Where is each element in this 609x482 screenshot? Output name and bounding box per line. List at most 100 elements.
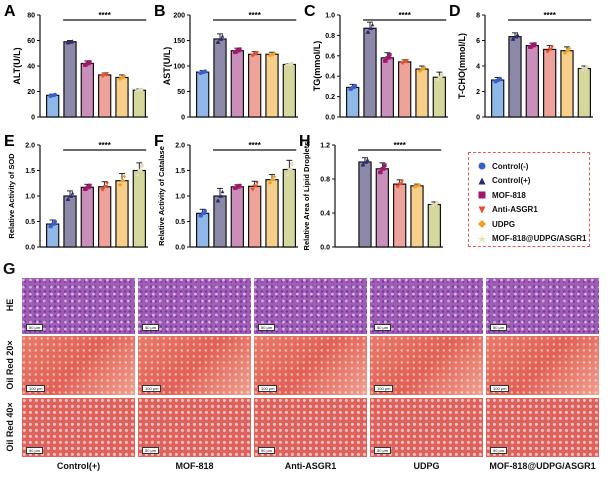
- panel-letter: H: [299, 133, 311, 150]
- data-points: [250, 50, 259, 58]
- row-label: Oil Red 40×: [5, 401, 15, 452]
- data-points: [65, 39, 75, 45]
- data-points: [250, 181, 259, 192]
- square-marker-icon: [477, 190, 487, 200]
- y-axis-label: TG(mmol/L): [312, 41, 322, 92]
- data-points: [65, 191, 75, 201]
- data-point: [216, 198, 221, 203]
- data-point: [255, 181, 259, 186]
- bar: [560, 50, 574, 118]
- data-point: [286, 63, 290, 67]
- column-label: Control(+): [56, 461, 101, 471]
- legend-item: Control(-): [477, 159, 589, 174]
- y-tick-label: 0.6: [325, 53, 335, 60]
- y-tick-label: 1.2: [320, 143, 330, 150]
- data-point: [202, 211, 206, 216]
- chart-e: E 0.0 0.5 1.0 1.5 2.0 Relative Activity of SOD…: [4, 133, 148, 252]
- data-point: [101, 74, 105, 78]
- data-points: [493, 76, 502, 84]
- column-label: UDPG: [413, 461, 440, 471]
- histology-image: 100 μm: [370, 336, 483, 395]
- legend-label: Control(-): [492, 161, 529, 171]
- data-point: [139, 88, 143, 92]
- data-point: [289, 167, 293, 172]
- data-points: [215, 34, 225, 44]
- scale-bar: 100 μm: [258, 385, 278, 392]
- data-points: [435, 72, 444, 83]
- y-tick-label: 0.0: [175, 245, 185, 252]
- data-points: [198, 69, 207, 75]
- data-point: [140, 164, 144, 168]
- data-point: [136, 89, 140, 93]
- row-label: Oil Red 20×: [5, 339, 15, 390]
- scale-bar: 50 μm: [258, 324, 276, 331]
- data-point: [404, 60, 408, 64]
- legend-item: UDPG: [477, 217, 589, 232]
- y-tick-label: 0.0: [25, 245, 35, 252]
- data-point: [104, 73, 108, 77]
- data-point: [549, 47, 553, 52]
- data-point: [234, 186, 238, 190]
- y-tick-label: 0.2: [325, 94, 335, 101]
- significance-label: ****: [248, 11, 261, 20]
- y-axis-label: ALT(U/L): [12, 47, 22, 84]
- y-tick-label: 0.5: [25, 219, 35, 226]
- data-points: [383, 52, 392, 63]
- column-label: MOF-818: [175, 461, 214, 471]
- data-point: [272, 174, 277, 179]
- data-points: [135, 164, 144, 177]
- bar: [132, 89, 146, 118]
- data-point: [584, 66, 588, 71]
- data-points: [528, 42, 537, 49]
- y-tick-label: 200: [173, 13, 185, 20]
- y-tick-label: 60: [27, 38, 35, 45]
- y-tick-label: 0.0: [320, 245, 330, 252]
- scale-bar: 100 μm: [142, 385, 162, 392]
- data-points: [100, 181, 109, 192]
- data-point: [379, 170, 383, 175]
- data-point: [87, 185, 91, 190]
- panel-letter: E: [4, 133, 15, 150]
- bar: [230, 50, 245, 118]
- data-points: [400, 58, 409, 65]
- data-point: [251, 187, 255, 192]
- data-points: [267, 51, 277, 58]
- bar: [282, 63, 296, 118]
- histology-image: 50 μm: [138, 278, 251, 334]
- data-points: [135, 87, 144, 93]
- y-tick-label: 0: [31, 115, 35, 122]
- data-points: [417, 65, 427, 73]
- panel-letter-g: G: [3, 261, 16, 278]
- bar: [358, 161, 372, 248]
- data-point: [365, 157, 370, 162]
- bar: [132, 169, 146, 248]
- data-point: [49, 94, 53, 98]
- bar: [213, 38, 227, 118]
- y-tick-label: 100: [173, 64, 185, 71]
- data-point: [364, 160, 369, 164]
- data-point: [202, 70, 206, 74]
- data-point: [199, 213, 203, 218]
- data-point: [104, 185, 108, 189]
- data-point: [219, 37, 224, 41]
- scale-bar: 50 μm: [490, 447, 508, 454]
- histology-image: 50 μm: [486, 398, 599, 457]
- panel-letter: F: [154, 133, 164, 150]
- bar: [427, 203, 441, 248]
- y-axis-label: AST(U/L): [162, 47, 172, 86]
- histology-image: 50 μm: [370, 398, 483, 457]
- data-point: [216, 40, 221, 44]
- data-points: [198, 209, 207, 218]
- data-point: [101, 188, 105, 192]
- data-points: [510, 32, 520, 41]
- chart-b: B 0 50 100 150 200 AST(U/L) ****: [154, 3, 298, 122]
- scale-bar: 50 μm: [258, 447, 276, 454]
- y-tick-label: 6: [476, 38, 480, 45]
- y-tick-label: 1.5: [175, 168, 185, 175]
- y-axis-label: Relative Area of Lipid Droplets: [302, 142, 311, 251]
- bar: [247, 53, 262, 118]
- data-point: [529, 45, 533, 49]
- scale-bar: 50 μm: [374, 324, 392, 331]
- chart-a: A 0 20 40 60 80 ALT(U/L) ****: [4, 3, 148, 122]
- scale-bar: 50 μm: [142, 447, 160, 454]
